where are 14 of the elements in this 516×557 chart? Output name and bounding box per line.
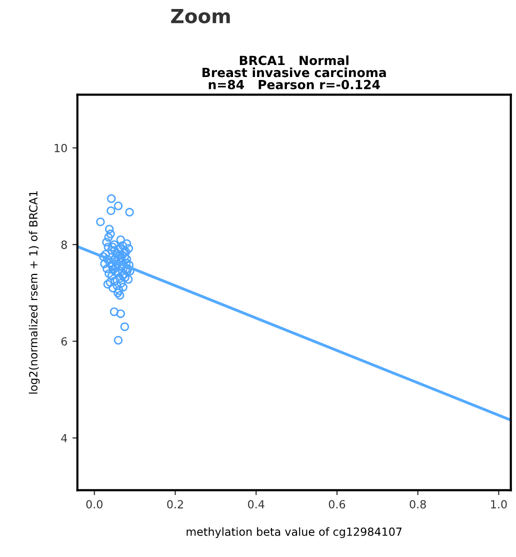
x-tick-label: 1.0	[491, 500, 507, 508]
text: Zoom	[171, 8, 230, 24]
x-tick-label: 0.0	[86, 500, 102, 508]
y-axis-title: log2(normalized rsem + 1) of BRCA1	[28, 191, 40, 394]
y-tick-label: 6	[61, 337, 67, 346]
chart-title: BRCA1 Normal Breast invasive carcinoma n=84 Pearson r=-0.124	[202, 55, 386, 90]
x-tick-label: 0.4	[248, 500, 264, 508]
x-tick-label: 0.6	[328, 500, 346, 508]
y-tick-label: 4	[61, 434, 68, 442]
x-axis-title: methylation beta value of cg12984107	[186, 527, 402, 538]
y-tick-label: 8	[61, 240, 67, 249]
y-tick-label: 10	[54, 144, 67, 152]
x-tick-label: 0.8	[410, 500, 426, 508]
x-tick-label: 0.2	[167, 500, 183, 508]
